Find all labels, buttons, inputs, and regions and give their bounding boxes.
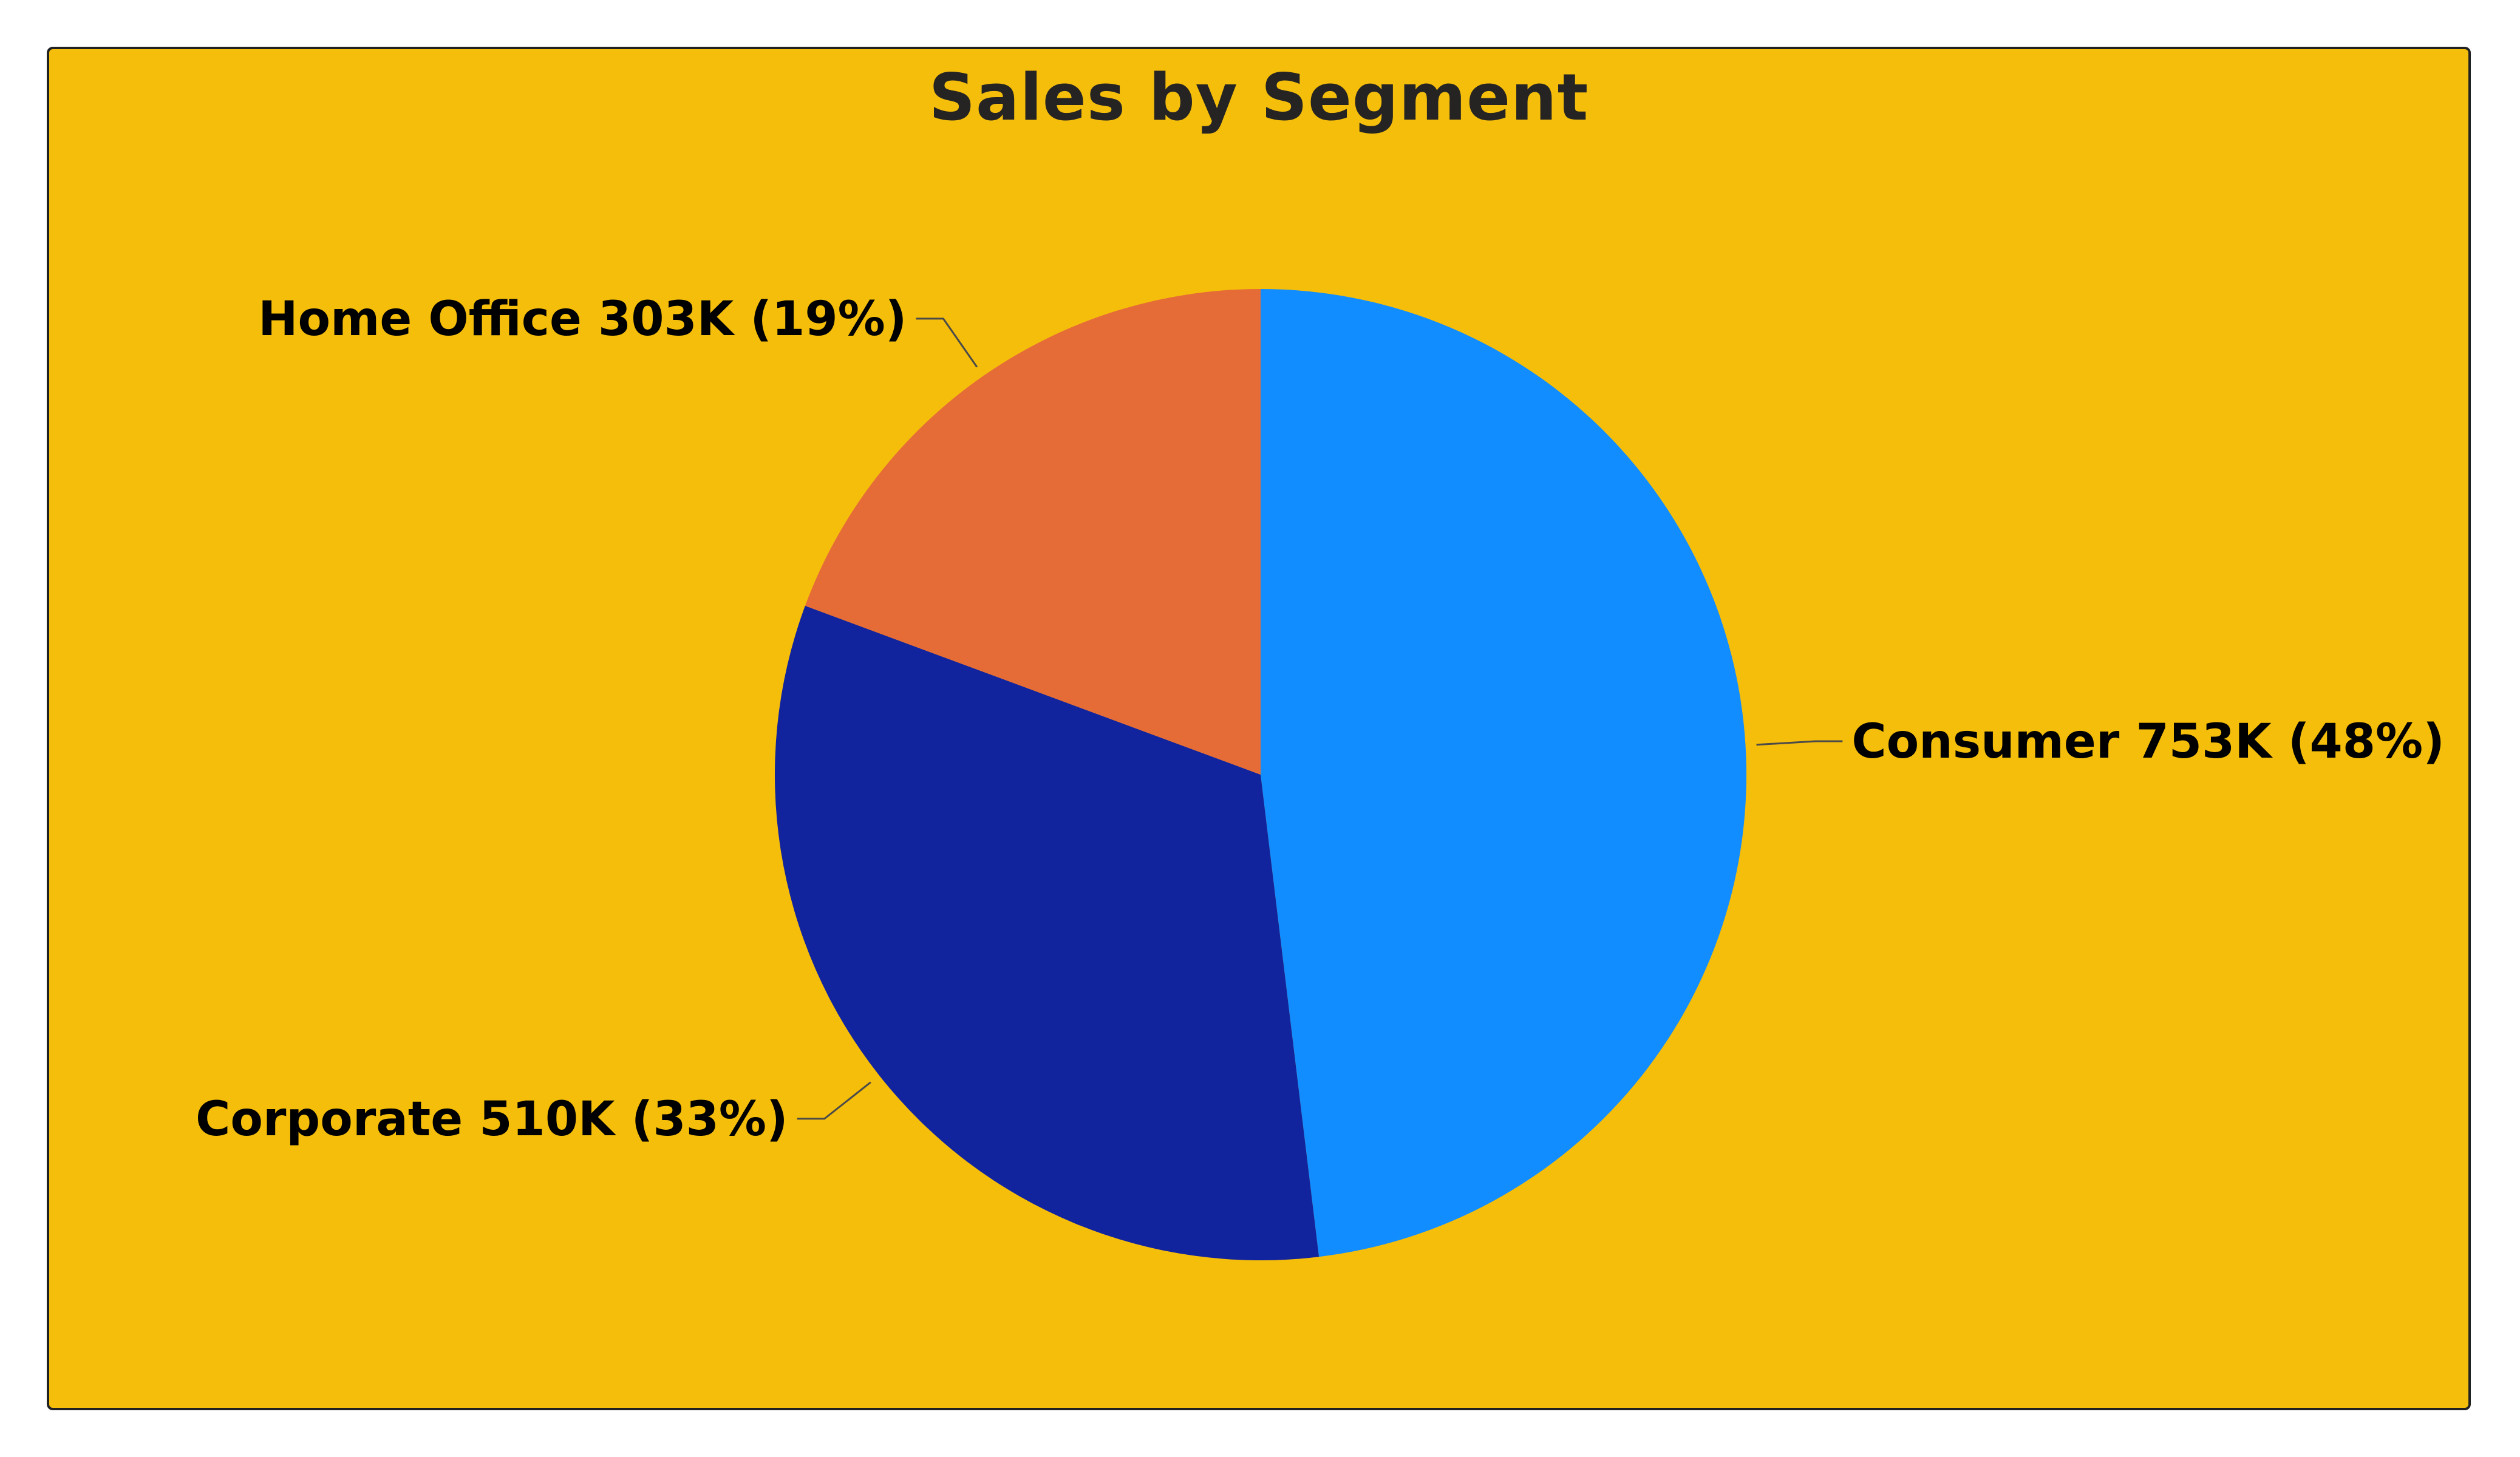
leader-line-home-office (916, 318, 978, 368)
chart-title: Sales by Segment (928, 60, 1589, 135)
data-label-corporate: Corporate 510K (33%) (196, 1092, 788, 1147)
pie-slice-consumer[interactable] (1261, 289, 1747, 1257)
pie-chart: Consumer 753K (48%) Corporate 510K (33%) H… (196, 288, 2445, 1260)
data-label-home-office: Home Office 303K (19%) (258, 292, 907, 347)
leader-line-consumer (1756, 740, 1843, 746)
chart-card: Sales by Segment Consumer 753K (48%) Corp… (47, 47, 2471, 1410)
leader-line-corporate (797, 1081, 871, 1120)
data-label-consumer: Consumer 753K (48%) (1851, 715, 2445, 769)
pie-slice-home-office[interactable] (805, 288, 1261, 775)
pie-slice-corporate[interactable] (775, 605, 1320, 1260)
